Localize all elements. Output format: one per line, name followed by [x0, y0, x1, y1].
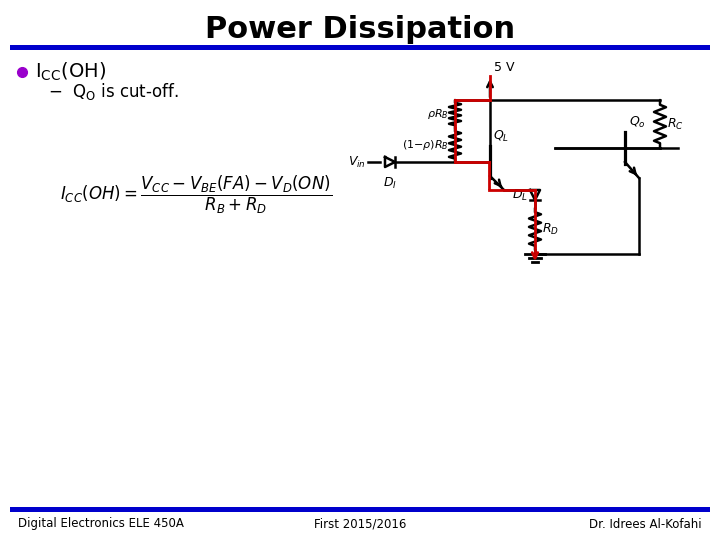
- Text: Dr. Idrees Al-Kofahi: Dr. Idrees Al-Kofahi: [590, 517, 702, 530]
- Text: $Q_L$: $Q_L$: [493, 129, 509, 144]
- Text: $(1{-}\rho)R_B$: $(1{-}\rho)R_B$: [402, 138, 449, 152]
- Text: $Q_o$: $Q_o$: [629, 115, 646, 130]
- Text: Digital Electronics ELE 450A: Digital Electronics ELE 450A: [18, 517, 184, 530]
- Text: $-$  Q$_{\mathregular{O}}$ is cut-off.: $-$ Q$_{\mathregular{O}}$ is cut-off.: [48, 82, 179, 103]
- Text: $R_D$: $R_D$: [542, 221, 559, 237]
- Text: $V_{in}$: $V_{in}$: [348, 154, 366, 170]
- Bar: [10, 45, 710, 50]
- Text: Power Dissipation: Power Dissipation: [205, 16, 515, 44]
- Text: $D_I$: $D_I$: [383, 176, 397, 191]
- Text: $R_C$: $R_C$: [667, 117, 684, 132]
- Text: $I_{CC}(OH)=\dfrac{V_{CC}-V_{BE}(FA)-V_{D}(ON)}{R_{B}+R_{D}}$: $I_{CC}(OH)=\dfrac{V_{CC}-V_{BE}(FA)-V_{…: [60, 174, 332, 216]
- Text: 5 V: 5 V: [494, 61, 515, 74]
- Text: $D_L$: $D_L$: [512, 187, 528, 202]
- Text: First 2015/2016: First 2015/2016: [314, 517, 406, 530]
- Text: $\rho R_B$: $\rho R_B$: [428, 107, 449, 121]
- Bar: [10, 507, 710, 512]
- Text: I$_{\mathregular{CC}}$(OH): I$_{\mathregular{CC}}$(OH): [35, 61, 106, 83]
